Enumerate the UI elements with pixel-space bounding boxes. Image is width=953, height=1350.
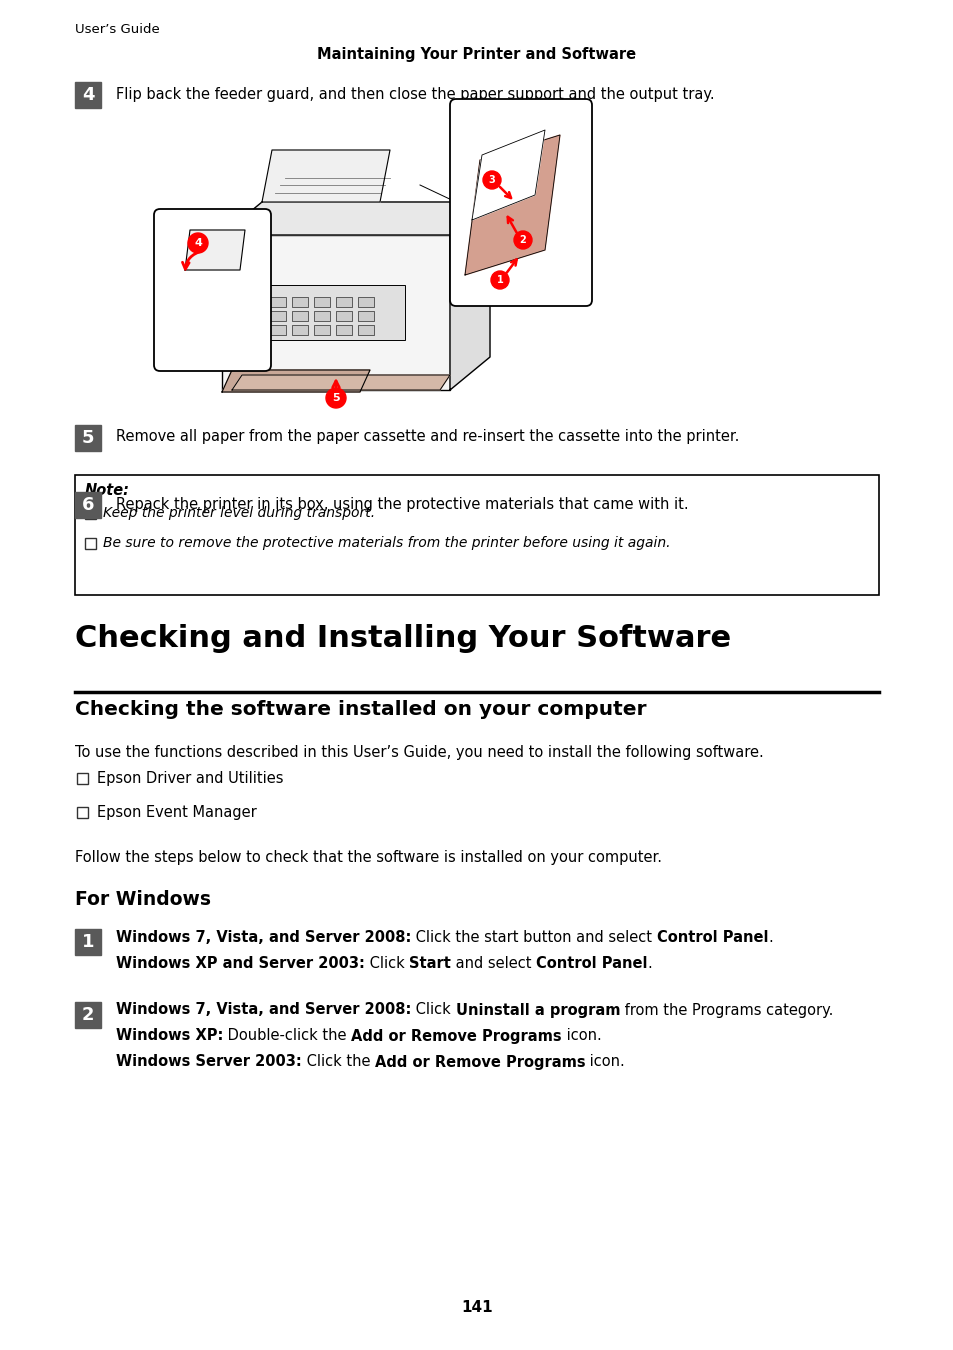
- Text: Click the start button and select: Click the start button and select: [411, 930, 657, 945]
- Polygon shape: [222, 235, 450, 390]
- FancyArrowPatch shape: [499, 186, 511, 198]
- FancyArrowPatch shape: [507, 217, 517, 232]
- Text: Windows Server 2003:: Windows Server 2003:: [116, 1054, 301, 1069]
- Bar: [292, 325, 308, 335]
- Text: Control Panel: Control Panel: [657, 930, 768, 945]
- Text: Note:: Note:: [85, 483, 130, 498]
- Text: Uninstall a program: Uninstall a program: [456, 1003, 619, 1018]
- Circle shape: [514, 231, 532, 248]
- Bar: [75, 491, 101, 518]
- Bar: [75, 929, 101, 954]
- Text: 5: 5: [82, 429, 94, 447]
- Text: Be sure to remove the protective materials from the printer before using it agai: Be sure to remove the protective materia…: [103, 536, 670, 549]
- Bar: [75, 82, 101, 108]
- Bar: [357, 325, 374, 335]
- Circle shape: [491, 271, 509, 289]
- Text: Double-click the: Double-click the: [223, 1029, 351, 1044]
- Bar: [85, 508, 96, 518]
- Bar: [292, 297, 308, 306]
- Bar: [75, 425, 101, 451]
- Polygon shape: [222, 370, 370, 392]
- Bar: [357, 297, 374, 306]
- Bar: [357, 310, 374, 321]
- FancyBboxPatch shape: [450, 99, 592, 306]
- Text: icon.: icon.: [585, 1054, 624, 1069]
- Bar: [265, 285, 405, 340]
- Bar: [270, 310, 286, 321]
- Text: Control Panel: Control Panel: [536, 957, 647, 972]
- Bar: [314, 297, 330, 306]
- Text: 4: 4: [82, 86, 94, 104]
- Text: Windows XP and Server 2003:: Windows XP and Server 2003:: [116, 957, 364, 972]
- Bar: [75, 1002, 101, 1027]
- Text: 1: 1: [497, 275, 503, 285]
- Text: 141: 141: [460, 1300, 493, 1315]
- FancyBboxPatch shape: [153, 209, 271, 371]
- Bar: [335, 310, 352, 321]
- Text: Click the: Click the: [301, 1054, 375, 1069]
- Circle shape: [188, 234, 208, 252]
- Text: Flip back the feeder guard, and then close the paper support and the output tray: Flip back the feeder guard, and then clo…: [116, 86, 714, 101]
- Polygon shape: [232, 375, 450, 390]
- Polygon shape: [262, 150, 390, 202]
- Circle shape: [326, 387, 346, 408]
- Polygon shape: [185, 230, 245, 270]
- Text: Repack the printer in its box, using the protective materials that came with it.: Repack the printer in its box, using the…: [116, 497, 688, 512]
- Text: Add or Remove Programs: Add or Remove Programs: [375, 1054, 585, 1069]
- Polygon shape: [222, 202, 490, 235]
- Polygon shape: [450, 202, 490, 390]
- Text: Epson Driver and Utilities: Epson Driver and Utilities: [97, 771, 283, 786]
- Text: 4: 4: [193, 238, 202, 248]
- FancyArrowPatch shape: [506, 259, 517, 273]
- Circle shape: [482, 171, 500, 189]
- Bar: [77, 806, 88, 818]
- Text: Epson Event Manager: Epson Event Manager: [97, 805, 256, 819]
- Text: Windows 7, Vista, and Server 2008:: Windows 7, Vista, and Server 2008:: [116, 930, 411, 945]
- FancyArrowPatch shape: [182, 251, 202, 269]
- Bar: [335, 297, 352, 306]
- Bar: [85, 537, 96, 548]
- Text: Click: Click: [364, 957, 409, 972]
- Text: To use the functions described in this User’s Guide, you need to install the fol: To use the functions described in this U…: [75, 745, 763, 760]
- Text: 3: 3: [488, 176, 495, 185]
- Polygon shape: [472, 130, 544, 220]
- FancyArrowPatch shape: [333, 381, 339, 393]
- Text: Click: Click: [411, 1003, 456, 1018]
- Text: User’s Guide: User’s Guide: [75, 23, 159, 36]
- Text: .: .: [768, 930, 773, 945]
- Bar: [314, 310, 330, 321]
- Text: Keep the printer level during transport.: Keep the printer level during transport.: [103, 506, 375, 520]
- Bar: [270, 297, 286, 306]
- Bar: [314, 325, 330, 335]
- Text: 1: 1: [82, 933, 94, 950]
- Bar: [270, 325, 286, 335]
- Polygon shape: [464, 135, 559, 275]
- Bar: [292, 310, 308, 321]
- Text: 2: 2: [82, 1006, 94, 1025]
- Text: Maintaining Your Printer and Software: Maintaining Your Printer and Software: [317, 47, 636, 62]
- Text: Windows XP:: Windows XP:: [116, 1029, 223, 1044]
- Text: Add or Remove Programs: Add or Remove Programs: [351, 1029, 561, 1044]
- Text: Windows 7, Vista, and Server 2008:: Windows 7, Vista, and Server 2008:: [116, 1003, 411, 1018]
- Bar: [75, 475, 878, 595]
- Text: Start: Start: [409, 957, 451, 972]
- Text: Checking and Installing Your Software: Checking and Installing Your Software: [75, 624, 730, 653]
- Text: 6: 6: [82, 495, 94, 514]
- Text: icon.: icon.: [561, 1029, 601, 1044]
- Text: .: .: [647, 957, 652, 972]
- Text: from the Programs category.: from the Programs category.: [619, 1003, 833, 1018]
- Text: For Windows: For Windows: [75, 890, 211, 909]
- Text: Follow the steps below to check that the software is installed on your computer.: Follow the steps below to check that the…: [75, 850, 661, 865]
- Text: 2: 2: [519, 235, 526, 244]
- Bar: [335, 325, 352, 335]
- Text: and select: and select: [451, 957, 536, 972]
- Bar: [77, 772, 88, 783]
- Text: Remove all paper from the paper cassette and re-insert the cassette into the pri: Remove all paper from the paper cassette…: [116, 429, 739, 444]
- Text: 5: 5: [332, 393, 339, 404]
- Text: Checking the software installed on your computer: Checking the software installed on your …: [75, 701, 646, 720]
